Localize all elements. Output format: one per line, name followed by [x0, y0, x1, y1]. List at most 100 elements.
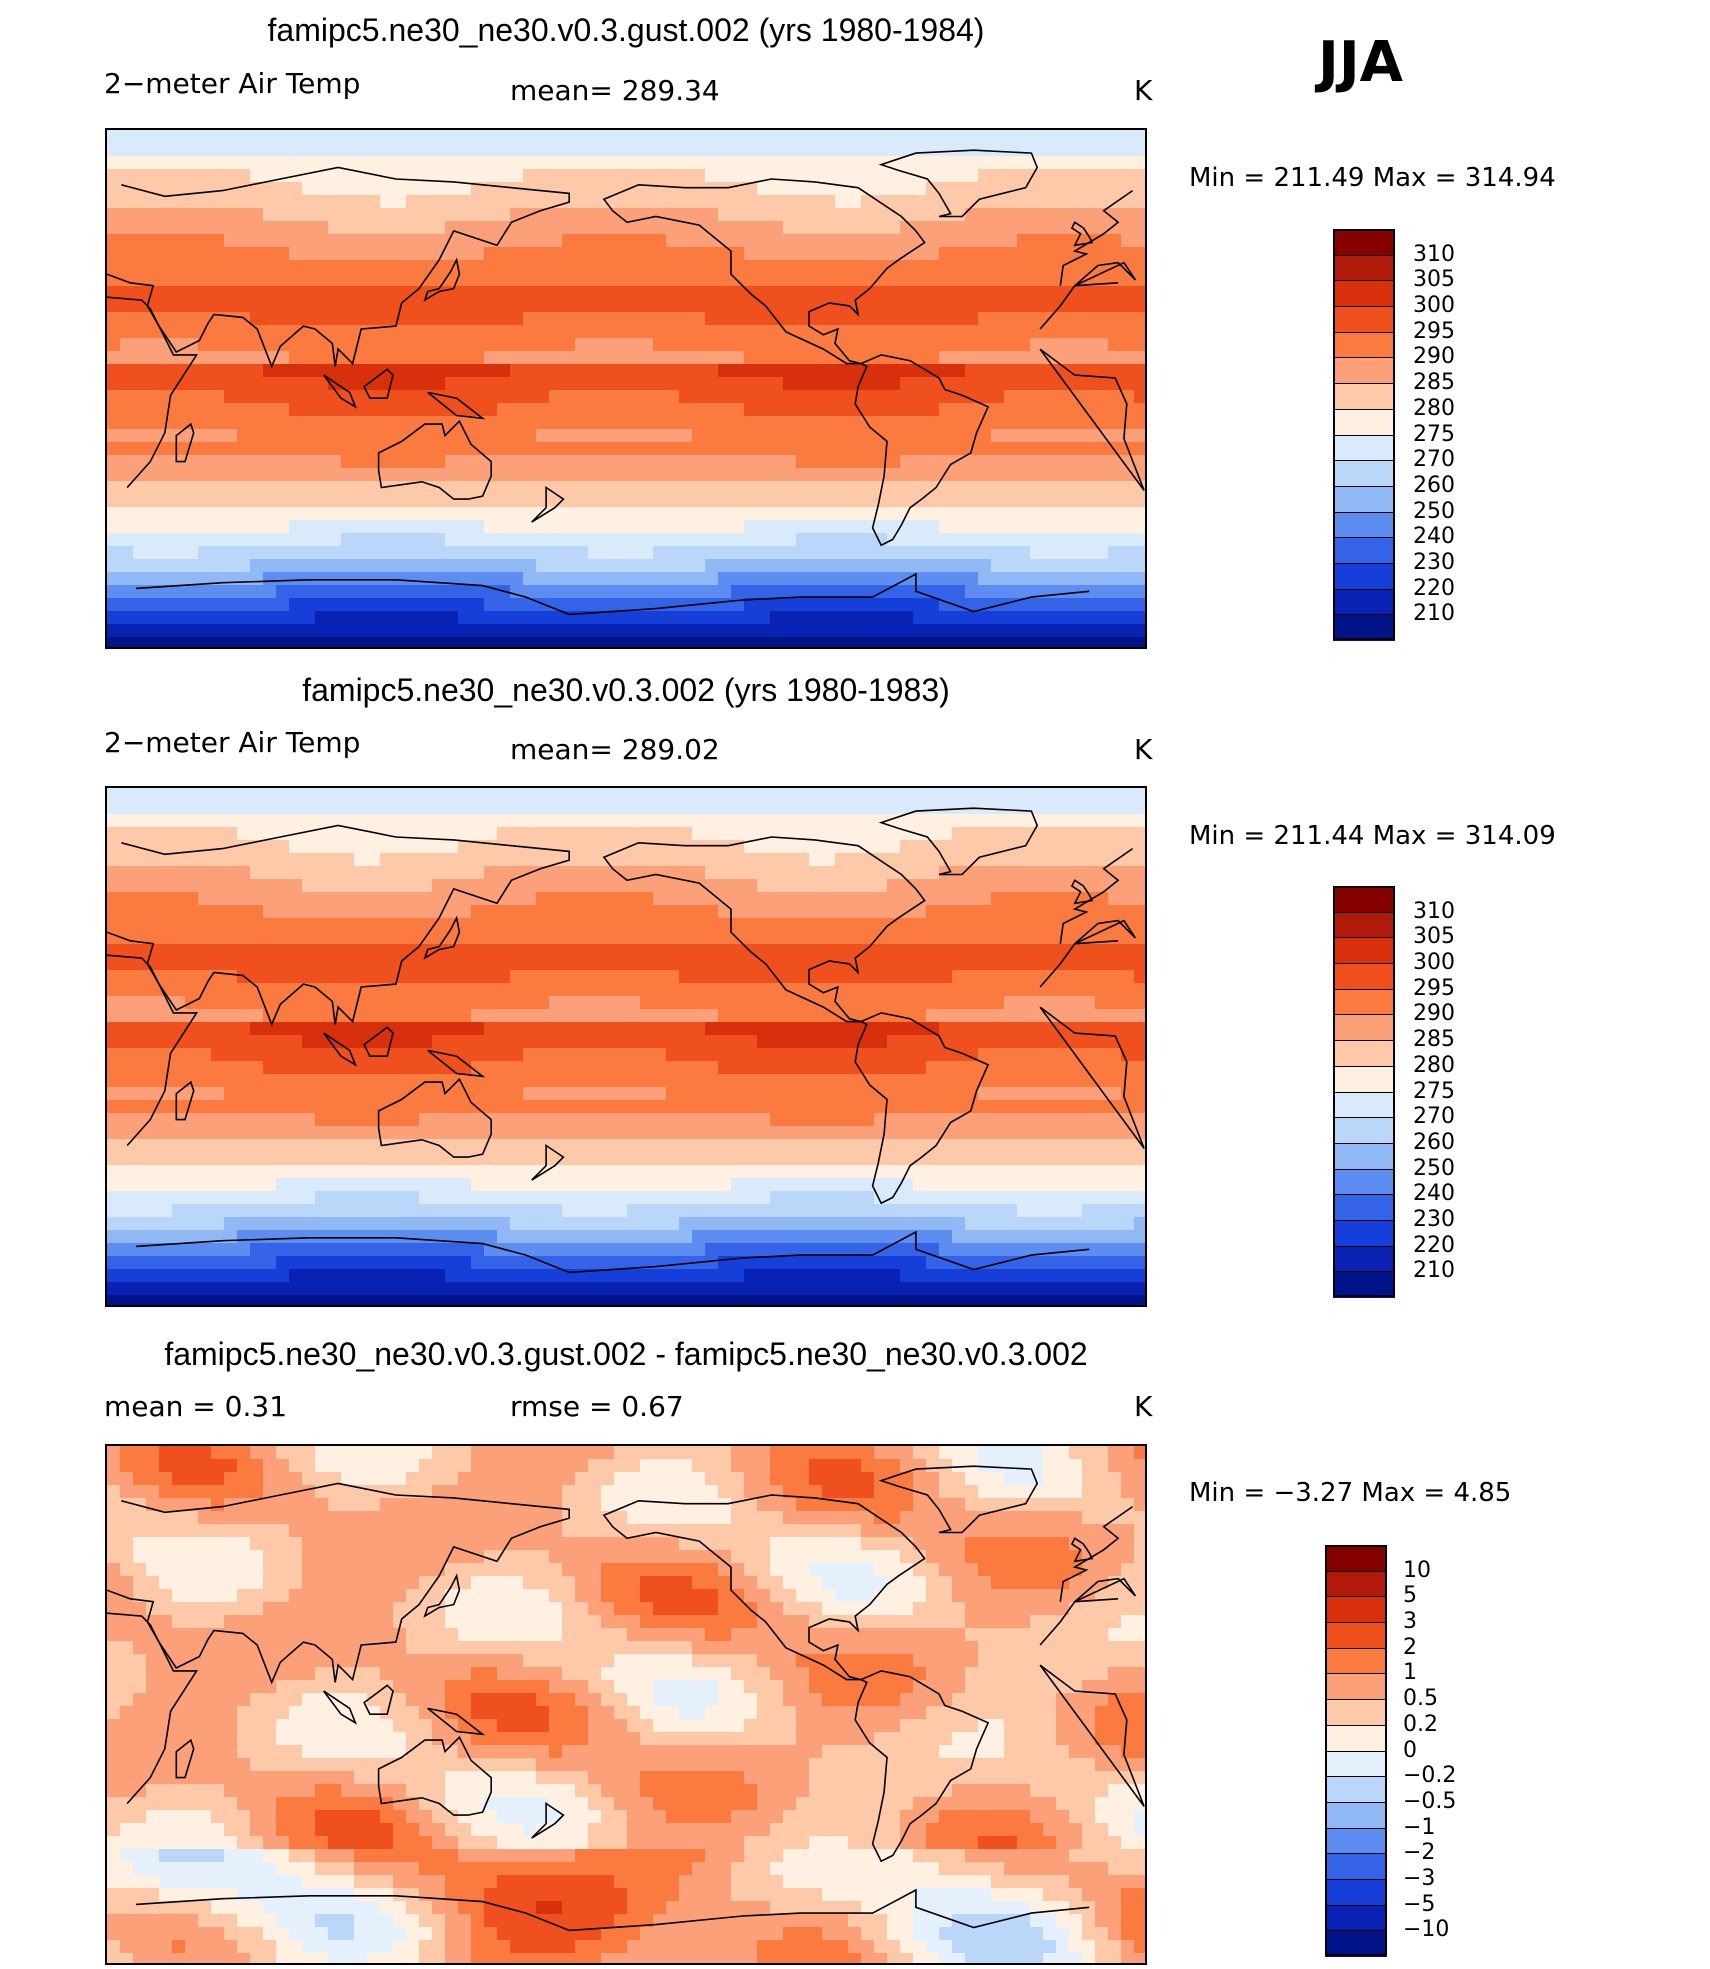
colorbar-swatch — [1333, 1271, 1395, 1298]
colorbar-label: 270 — [1413, 447, 1455, 473]
coastline-africa — [107, 1598, 1145, 1807]
coastline-newguinea — [427, 1049, 486, 1078]
colorbar-label: 260 — [1413, 1129, 1455, 1155]
coastline-madagascar — [175, 1738, 195, 1779]
coastline-greenland — [878, 807, 1039, 876]
colorbar-label: 305 — [1413, 267, 1455, 293]
panel-3-rmse: rmse = 0.67 — [510, 1390, 684, 1423]
panel-2-minmax: Min = 211.44 Max = 314.09 — [1189, 821, 1556, 851]
colorbar-swatch — [1333, 306, 1395, 333]
colorbar-swatch — [1333, 1117, 1395, 1144]
colorbar-label: 0 — [1403, 1737, 1417, 1763]
colorbar-label: −1 — [1403, 1814, 1436, 1840]
colorbar-label: 295 — [1413, 975, 1455, 1001]
coastline-antarctica — [135, 1230, 1090, 1274]
colorbar-label: 290 — [1413, 1001, 1455, 1027]
coastline-borneo — [363, 368, 394, 399]
colorbar-swatch — [1333, 588, 1395, 616]
colorbar-swatch — [1333, 1219, 1395, 1247]
panel-2-units: K — [1134, 733, 1153, 766]
coastline-australia — [377, 419, 492, 500]
coastline-namerica — [602, 836, 926, 1023]
map-field — [107, 788, 1145, 1305]
colorbar-label: 260 — [1413, 472, 1455, 498]
colorbar-label: 310 — [1413, 241, 1455, 267]
colorbar-swatch — [1325, 1570, 1387, 1598]
colorbar-label: 280 — [1413, 395, 1455, 421]
colorbar-swatch — [1333, 1040, 1395, 1067]
colorbar-swatch — [1325, 1853, 1387, 1880]
panel-1-colorbar — [1333, 229, 1395, 641]
colorbar-swatch — [1333, 460, 1395, 487]
coastline-borneo — [363, 1026, 394, 1057]
colorbar-label: 240 — [1413, 524, 1455, 550]
coastline-madagascar — [175, 1080, 195, 1121]
panel-2-variable: 2−meter Air Temp — [104, 726, 361, 759]
coastline-namerica — [602, 178, 926, 365]
colorbar-swatch — [1325, 1622, 1387, 1649]
coastline-japan — [423, 915, 461, 960]
colorbar-label: 220 — [1413, 575, 1455, 601]
coastline-greenland — [878, 149, 1039, 218]
colorbar-swatch — [1325, 1776, 1387, 1803]
colorbar-frame — [1325, 1545, 1387, 1956]
colorbar-swatch — [1333, 1245, 1395, 1273]
colorbar-swatch — [1333, 408, 1395, 436]
coastline-newguinea — [427, 391, 486, 420]
colorbar-swatch — [1325, 1878, 1387, 1906]
coastline-antarctica — [135, 572, 1090, 616]
colorbar-label: −2 — [1403, 1840, 1436, 1866]
panel-3-title: famipc5.ne30_ne30.v0.3.gust.002 - famipc… — [164, 1336, 1088, 1372]
coastline-britain — [1070, 221, 1094, 247]
colorbar-swatch — [1333, 537, 1395, 564]
colorbar-swatch — [1333, 988, 1395, 1016]
colorbar-swatch — [1325, 1750, 1387, 1778]
colorbar-swatch — [1333, 383, 1395, 410]
colorbar-swatch — [1333, 1065, 1395, 1093]
coastline-sumatra — [323, 1032, 358, 1067]
colorbar-label: 300 — [1413, 293, 1455, 319]
coastline-samerica — [854, 1670, 990, 1863]
colorbar-swatch — [1325, 1673, 1387, 1701]
colorbar-label: −0.5 — [1403, 1788, 1457, 1814]
colorbar-label: −0.2 — [1403, 1763, 1457, 1789]
coastline-madagascar — [175, 422, 195, 463]
colorbar-swatch — [1333, 511, 1395, 539]
panel-1-units: K — [1134, 74, 1153, 107]
panel-3-minmax: Min = −3.27 Max = 4.85 — [1189, 1478, 1512, 1508]
panel-3-map — [105, 1444, 1147, 1965]
colorbar-swatch — [1333, 614, 1395, 641]
coastline-japan — [423, 257, 461, 302]
colorbar-swatch — [1325, 1930, 1387, 1957]
colorbar-swatch — [1333, 911, 1395, 939]
colorbar-label: 275 — [1413, 421, 1455, 447]
coastline-sumatra — [323, 374, 358, 409]
coastline-nz — [531, 486, 565, 523]
coastline-britain — [1070, 879, 1094, 905]
colorbar-label: 3 — [1403, 1609, 1417, 1635]
coastline-nz — [531, 1802, 565, 1839]
map-field — [107, 130, 1145, 647]
colorbar-swatch — [1325, 1596, 1387, 1624]
coastline-samerica — [854, 354, 990, 547]
colorbar-label: 270 — [1413, 1104, 1455, 1130]
panel-3-mean: mean = 0.31 — [104, 1390, 288, 1423]
colorbar-swatch — [1325, 1647, 1387, 1675]
panel-2-title: famipc5.ne30_ne30.v0.3.002 (yrs 1980-198… — [302, 672, 950, 708]
colorbar-swatch — [1333, 229, 1395, 256]
coastline-japan — [423, 1573, 461, 1618]
colorbar-label: 5 — [1403, 1583, 1417, 1609]
colorbar-swatch — [1333, 1142, 1395, 1170]
colorbar-swatch — [1333, 1168, 1395, 1196]
colorbar-swatch — [1325, 1724, 1387, 1752]
colorbar-label: 210 — [1413, 1258, 1455, 1284]
colorbar-swatch — [1325, 1801, 1387, 1829]
coastline-borneo — [363, 1684, 394, 1715]
colorbar-frame — [1333, 229, 1395, 640]
colorbar-label: 275 — [1413, 1078, 1455, 1104]
coastline-africa — [107, 940, 1145, 1149]
panel-3-colorbar — [1325, 1545, 1387, 1957]
panel-3-units: K — [1134, 1390, 1153, 1423]
coastline-australia — [377, 1735, 492, 1816]
colorbar-label: 305 — [1413, 924, 1455, 950]
